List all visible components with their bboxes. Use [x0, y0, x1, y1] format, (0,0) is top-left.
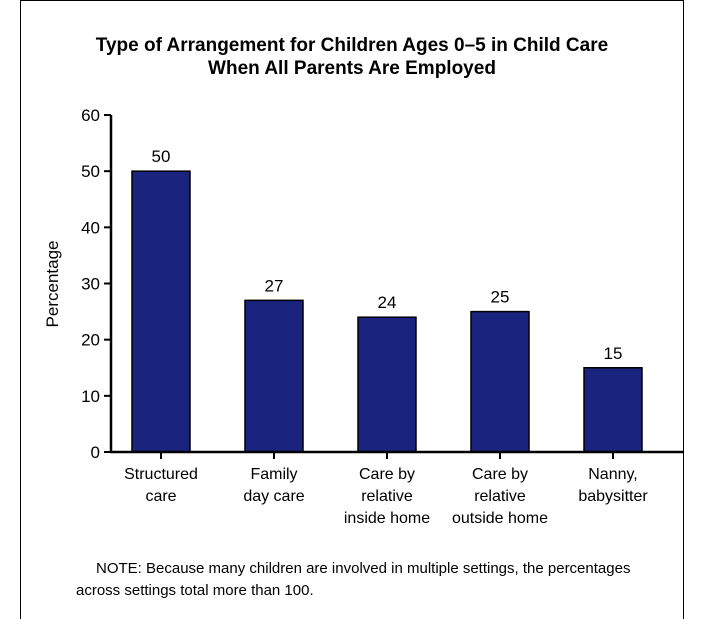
x-tick-label: care: [145, 488, 176, 505]
chart-frame: [20, 0, 684, 619]
chart-title: Type of Arrangement for Children Ages 0–…: [20, 34, 684, 80]
x-tick-label: relative: [474, 488, 526, 505]
y-tick-label: 30: [81, 275, 100, 294]
y-axis: 0 10 20 30 40 50 60: [81, 106, 113, 462]
bar-value-label: 50: [152, 147, 171, 166]
x-tick-label: Care by: [359, 466, 415, 483]
y-tick-label: 60: [81, 106, 100, 125]
chart-title-line-2: When All Parents Are Employed: [208, 58, 496, 79]
bars: 50 27 24 25 15: [131, 147, 643, 453]
y-tick-label: 10: [81, 387, 100, 406]
x-tick-label: outside home: [452, 510, 548, 527]
bar: [244, 299, 304, 453]
bar-value-label: 27: [265, 276, 284, 295]
bar: [470, 310, 530, 453]
bar: [583, 367, 643, 453]
bar-value-label: 24: [378, 293, 397, 312]
x-tick-label: day care: [243, 488, 304, 505]
x-tick-label: Nanny,: [588, 466, 638, 483]
bar: [357, 316, 417, 453]
y-axis-label: Percentage: [43, 241, 62, 328]
y-tick-label: 40: [81, 218, 100, 237]
x-tick-label: Structured: [124, 466, 198, 483]
y-tick-label: 0: [91, 443, 100, 462]
chart-title-line-1: Type of Arrangement for Children Ages 0–…: [95, 35, 609, 56]
x-axis: Structured care Family day care Care by relat…: [110, 450, 683, 527]
bar-value-label: 25: [491, 288, 510, 307]
x-tick-label: relative: [361, 488, 413, 505]
x-tick-label: Family: [250, 466, 297, 483]
bar-value-label: 15: [604, 344, 623, 363]
x-tick-label: inside home: [344, 510, 430, 527]
chart-note-text: NOTE: Because many children are involved…: [76, 560, 631, 599]
chart-note: NOTE: Because many children are involved…: [76, 558, 676, 602]
y-tick-label: 50: [81, 162, 100, 181]
x-tick-label: Care by: [472, 466, 528, 483]
x-tick-label: babysitter: [578, 488, 648, 505]
y-tick-label: 20: [81, 331, 100, 350]
bar: [131, 170, 191, 453]
